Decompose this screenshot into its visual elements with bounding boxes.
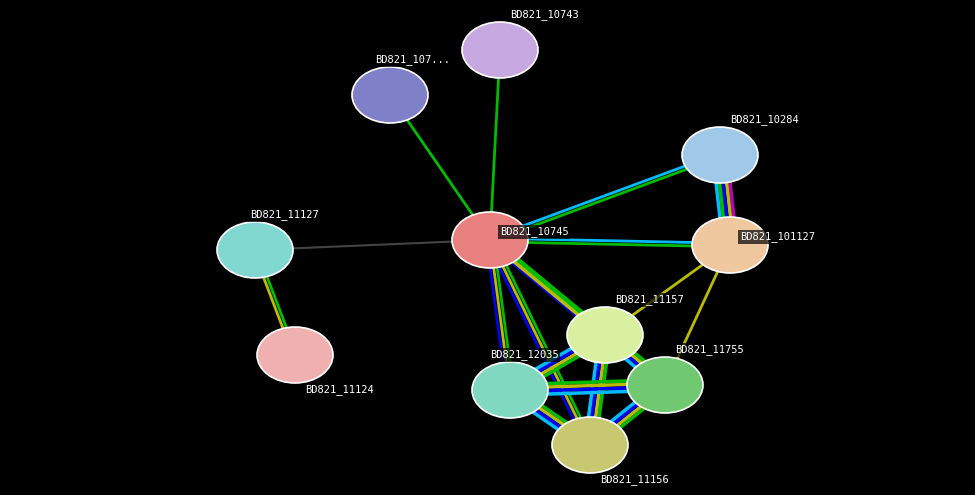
Ellipse shape <box>452 212 528 268</box>
Ellipse shape <box>567 307 643 363</box>
Ellipse shape <box>627 357 703 413</box>
Ellipse shape <box>217 222 293 278</box>
Ellipse shape <box>692 217 768 273</box>
Text: BD821_10743: BD821_10743 <box>510 9 579 20</box>
Text: BD821_107...: BD821_107... <box>375 54 450 65</box>
Text: BD821_11156: BD821_11156 <box>600 475 669 486</box>
Text: BD821_11124: BD821_11124 <box>305 385 373 396</box>
Text: BD821_11157: BD821_11157 <box>615 295 683 305</box>
Ellipse shape <box>682 127 758 183</box>
Text: BD821_10745: BD821_10745 <box>500 227 568 238</box>
Text: BD821_101127: BD821_101127 <box>740 232 815 243</box>
Ellipse shape <box>257 327 333 383</box>
Text: BD821_11127: BD821_11127 <box>250 209 319 220</box>
Ellipse shape <box>462 22 538 78</box>
Text: BD821_10284: BD821_10284 <box>730 114 799 125</box>
Ellipse shape <box>472 362 548 418</box>
Text: BD821_12035: BD821_12035 <box>490 349 559 360</box>
Ellipse shape <box>352 67 428 123</box>
Text: BD821_11755: BD821_11755 <box>675 345 744 355</box>
Ellipse shape <box>552 417 628 473</box>
